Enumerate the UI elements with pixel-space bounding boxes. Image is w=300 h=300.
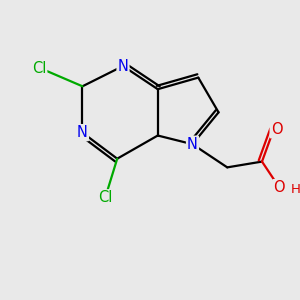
Text: N: N — [187, 137, 198, 152]
Text: O: O — [274, 180, 285, 195]
Text: O: O — [271, 122, 282, 137]
Text: Cl: Cl — [98, 190, 113, 205]
Text: N: N — [118, 58, 128, 74]
Text: N: N — [77, 125, 88, 140]
Text: Cl: Cl — [32, 61, 46, 76]
Text: H: H — [290, 183, 300, 196]
